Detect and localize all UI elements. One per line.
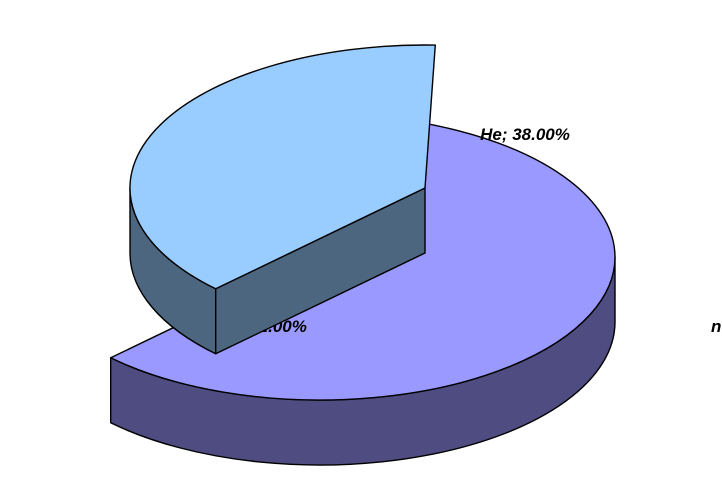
pie-slice-ne: Не; 38.00% [129, 44, 570, 355]
clipped-label-fragment: n [711, 317, 721, 336]
data-label-ne: Не; 38.00% [480, 125, 570, 144]
pie-slice-ne-top [129, 44, 436, 290]
